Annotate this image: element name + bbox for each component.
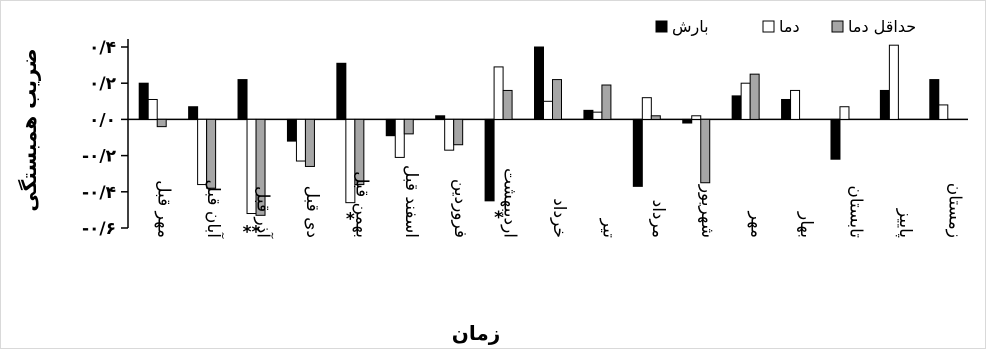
significance-marker: * [346, 210, 355, 230]
x-tick-label: شهریور [697, 184, 717, 238]
bar [286, 118, 297, 142]
bar [691, 115, 702, 120]
bar [839, 106, 850, 120]
bar [592, 111, 603, 120]
bar [543, 100, 553, 120]
x-tick-label: آذر قبل [253, 186, 275, 239]
legend-swatch [831, 20, 844, 33]
bars-group [138, 44, 949, 216]
y-axis-title: ضریب همبستگی [17, 48, 41, 211]
significance-marker: ** [243, 222, 261, 242]
bar [790, 89, 801, 120]
bar [938, 104, 949, 120]
x-tick-label: پاییز [895, 208, 915, 238]
bar [641, 97, 652, 120]
y-tick-label: -۰/۴ [82, 183, 116, 203]
significance-marker: * [494, 208, 503, 228]
bar [147, 98, 158, 120]
x-tick-label: تیر [598, 218, 618, 239]
bar [435, 115, 446, 120]
legend-swatch [762, 20, 775, 33]
bar [888, 44, 899, 120]
legend-label: دما [779, 17, 800, 36]
x-tick-label: بهار [796, 211, 816, 238]
bar [444, 118, 455, 151]
bar [237, 79, 248, 120]
x-tick-label: آبان قبل [203, 179, 225, 239]
x-tick-label: فروردین [450, 179, 470, 238]
bar [484, 118, 495, 202]
bar [534, 46, 544, 120]
legend-swatch [655, 20, 668, 33]
bar [188, 106, 199, 120]
y-tick-label: -۰/۶ [82, 219, 116, 239]
significance-annotations: *** * [243, 208, 504, 242]
bar [632, 118, 643, 187]
bar [552, 79, 562, 120]
legend: بارش دما حداقل دما [655, 17, 916, 37]
x-tick-label: مرداد [648, 200, 668, 238]
bar [830, 118, 841, 160]
bar [255, 118, 266, 216]
x-tick-label: اردیبهشت [500, 168, 520, 238]
bar [650, 115, 661, 120]
bar [403, 118, 414, 135]
x-tick-label: مهر قبل [154, 180, 174, 238]
x-axis-title: زمان [452, 321, 500, 345]
bar [385, 118, 396, 137]
bar [749, 73, 760, 120]
legend-label: بارش [672, 17, 709, 37]
bar [929, 79, 940, 120]
bar [700, 118, 711, 184]
x-tick-label: زمستان [944, 183, 964, 238]
bar [206, 118, 217, 189]
bar [138, 82, 149, 120]
bar [682, 118, 693, 124]
bar [601, 84, 612, 120]
legend-label: حداقل دما [848, 17, 916, 36]
x-tick-label: خرداد [549, 198, 569, 238]
y-tick-label: -۰/۲ [82, 147, 117, 167]
x-axis: مهر قبل آبان قبل آذر قبل دی قبل بهمن قبل اسفن… [154, 165, 965, 239]
bar [295, 118, 306, 162]
bar [336, 62, 347, 120]
y-tick-label: ۰/۴ [89, 38, 116, 58]
bar [879, 89, 890, 120]
x-tick-label: اسفند قبل [401, 165, 421, 238]
bar [156, 118, 167, 128]
bar [731, 95, 742, 120]
bar [197, 118, 208, 186]
y-tick-label: ۰/۲ [89, 74, 117, 94]
bar [493, 66, 504, 120]
bar [354, 118, 365, 186]
bar [781, 98, 792, 120]
y-tick-label: ۰/۰ [89, 110, 116, 130]
bar [740, 82, 751, 120]
bar [394, 118, 405, 158]
bar [583, 109, 594, 120]
x-tick-label: دی قبل [302, 186, 322, 238]
x-tick-label: مهر [747, 211, 767, 238]
bar [502, 89, 513, 120]
x-tick-label: تابستان [845, 185, 865, 238]
bar [304, 118, 315, 167]
x-tick-label: بهمن قبل [351, 171, 371, 238]
bar [453, 118, 464, 146]
